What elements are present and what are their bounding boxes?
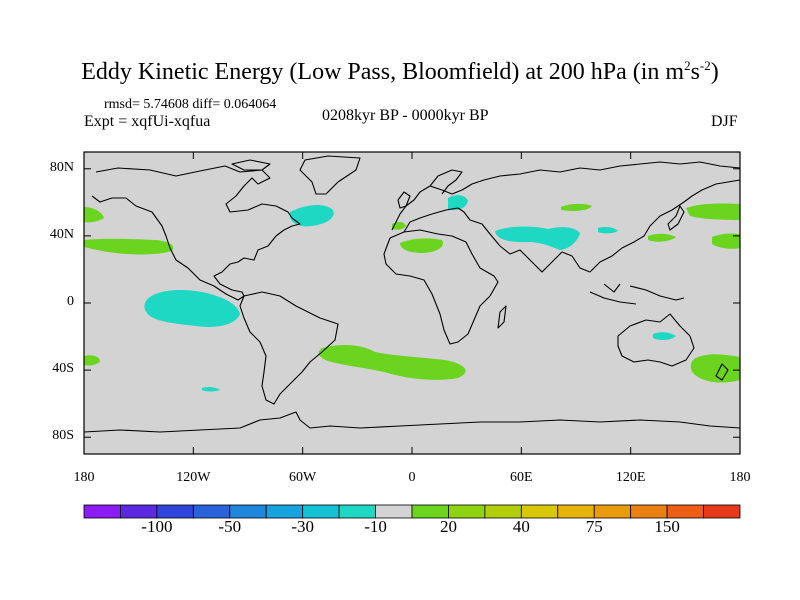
anomaly-patch-positive — [690, 354, 740, 383]
colorbar-swatch — [703, 504, 741, 519]
anomaly-patch-positive — [400, 238, 444, 253]
x-tick-label: 60W — [289, 470, 317, 485]
colorbar — [83, 504, 741, 519]
colorbar-label: 75 — [585, 517, 603, 536]
x-tick-label: 180 — [73, 470, 95, 485]
colorbar-swatch — [83, 504, 121, 519]
coastline-greenland — [299, 155, 361, 195]
x-tick-label: 120W — [176, 470, 211, 485]
anomaly-patch-positive — [686, 203, 740, 220]
coastline-australia — [617, 313, 695, 367]
anomaly-patch-positive — [561, 203, 592, 211]
coastline-antarctica — [83, 411, 741, 433]
anomaly-patch-negative — [144, 290, 240, 327]
colorbar-label: -50 — [218, 517, 242, 536]
anomaly-patch-negative — [598, 227, 618, 234]
colorbar-label: -10 — [364, 517, 387, 536]
coastline-maritime-asia — [589, 283, 685, 305]
x-tick-label: 60E — [510, 470, 533, 485]
anomaly-patch-negative — [653, 332, 676, 341]
period-label: 0208kyr BP - 0000kyr BP — [322, 107, 489, 124]
anomaly-patch-negative — [289, 205, 334, 227]
x-tick-label: 180 — [729, 470, 751, 485]
plot-title: Eddy Kinetic Energy (Low Pass, Bloomfiel… — [81, 58, 719, 85]
coastline-uk — [397, 191, 411, 209]
anomaly-patch-positive — [84, 355, 100, 366]
colorbar-label: -30 — [291, 517, 314, 536]
y-tick-label: 40N — [49, 226, 74, 242]
coastline-new-zealand — [715, 363, 729, 381]
anomaly-patch-positive — [648, 233, 676, 242]
anomaly-patch-negative — [495, 226, 580, 250]
y-tick-label: 80N — [49, 159, 74, 175]
coastline-north-america — [91, 165, 301, 301]
anomaly-patch-positive — [84, 238, 174, 255]
colorbar-label: 40 — [512, 517, 530, 536]
x-tick-label: 120E — [615, 470, 646, 485]
coastline-japan — [667, 205, 685, 231]
coastline-africa — [383, 229, 499, 345]
negative-anomaly-regions — [144, 195, 676, 392]
anomaly-patch-negative — [448, 195, 468, 211]
axis-ticks — [83, 152, 741, 454]
y-tick-label: 80S — [52, 428, 74, 444]
x-tick-label: 0 — [408, 470, 416, 485]
anomaly-patch-positive — [712, 233, 740, 249]
coastline-scandinavia — [429, 169, 463, 195]
colorbar-label: 20 — [439, 517, 457, 536]
anomaly-patch-positive — [84, 207, 104, 223]
coastline-eurasia — [391, 161, 741, 273]
colorbar-label: 150 — [654, 517, 680, 536]
y-tick-label: 0 — [67, 294, 74, 309]
anomaly-patch-positive — [318, 344, 466, 380]
colorbar-label: -100 — [141, 517, 173, 536]
positive-anomaly-regions — [84, 203, 740, 383]
anomaly-patch-negative — [202, 386, 220, 392]
coastline-south-america — [239, 291, 339, 405]
season-label: DJF — [711, 113, 738, 130]
map-plot — [83, 151, 741, 455]
coastline-canadian-islands — [231, 159, 271, 171]
coastlines — [83, 155, 741, 433]
coastline-madagascar — [497, 305, 507, 329]
rmsd-stats: rmsd= 5.74608 diff= 0.064064 — [104, 97, 277, 112]
y-tick-label: 40S — [52, 361, 74, 377]
experiment-label: Expt = xqfUi-xqfua — [84, 113, 211, 130]
